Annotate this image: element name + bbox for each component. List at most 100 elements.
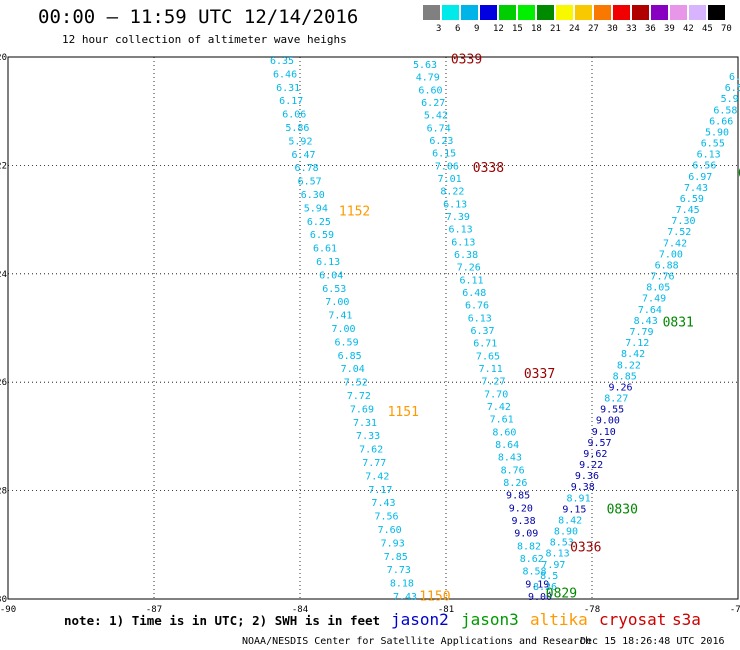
swh-value: 6.13 xyxy=(697,150,721,161)
swh-value: 5.9 xyxy=(721,94,739,105)
colorbar-label: 6 xyxy=(455,24,461,34)
swh-value: 6.53 xyxy=(322,284,346,295)
swh-value: 6.13 xyxy=(443,199,467,210)
swh-value: 6.17 xyxy=(279,96,303,107)
swh-value: 9.00 xyxy=(528,592,552,603)
colorbar-swatch xyxy=(461,5,478,20)
swh-value: 6.59 xyxy=(335,337,359,348)
swh-value: 7.33 xyxy=(356,431,380,442)
swh-value: 6.60 xyxy=(418,85,442,96)
colorbar-label: 39 xyxy=(664,24,675,34)
map-title: 00:00 – 11:59 UTC 12/14/2016 xyxy=(38,6,359,28)
swh-value: 9.22 xyxy=(579,460,603,471)
swh-value: 7.65 xyxy=(476,351,500,362)
swh-value: 6.58 xyxy=(713,105,737,116)
colorbar-swatch xyxy=(689,5,706,20)
colorbar-label: 70 xyxy=(721,24,732,34)
swh-value: 6.13 xyxy=(451,237,475,248)
legend-cryosat: cryosat xyxy=(599,610,667,629)
swh-value: 6.31 xyxy=(276,83,300,94)
swh-value: 8.42 xyxy=(558,515,582,526)
swh-value: 7.00 xyxy=(331,324,355,335)
swh-value: 6.5 xyxy=(725,83,740,94)
swh-value: 8.82 xyxy=(517,541,541,552)
swh-value: 7.01 xyxy=(438,174,462,185)
x-tick-label: -90 xyxy=(0,605,16,615)
colorbar-label: 12 xyxy=(493,24,504,34)
pass-label: 0339 xyxy=(451,53,482,68)
swh-value: 6.61 xyxy=(313,244,337,255)
swh-value: 8.53 xyxy=(550,538,574,549)
swh-value: 6.23 xyxy=(429,136,453,147)
swh-value: 7.62 xyxy=(359,445,383,456)
colorbar-swatch xyxy=(632,5,649,20)
swh-value: 7.77 xyxy=(362,458,386,469)
swh-value: 6.71 xyxy=(473,339,497,350)
swh-value: 6.30 xyxy=(301,190,325,201)
credit-text: NOAA/NESDIS Center for Satellite Applica… xyxy=(242,636,592,647)
colorbar-swatch xyxy=(537,5,554,20)
swh-value: 7.70 xyxy=(484,389,508,400)
swh-value: 6.38 xyxy=(454,250,478,261)
swh-value: 6.15 xyxy=(432,149,456,160)
swh-value: 7.97 xyxy=(541,560,565,571)
swh-value: 7.85 xyxy=(384,552,408,563)
swh-value: 7.45 xyxy=(676,205,700,216)
colorbar-label: 15 xyxy=(512,24,523,34)
swh-value: 7.31 xyxy=(353,418,377,429)
swh-value: 9.26 xyxy=(608,382,632,393)
colorbar-label: 42 xyxy=(683,24,694,34)
x-tick-label: -78 xyxy=(584,605,600,615)
swh-value: 8.85 xyxy=(613,371,637,382)
x-tick-label: -81 xyxy=(438,605,454,615)
swh-value: 7.11 xyxy=(479,364,503,375)
swh-value: 8.64 xyxy=(495,440,519,451)
swh-value: 8.27 xyxy=(604,394,628,405)
swh-value: 9.55 xyxy=(600,405,624,416)
swh-value: 7.43 xyxy=(393,592,417,603)
swh-value: 7.64 xyxy=(638,305,662,316)
swh-value: 9.09 xyxy=(514,529,538,540)
colorbar-swatch xyxy=(670,5,687,20)
pass-label: 0336 xyxy=(570,541,601,556)
colorbar-label: 36 xyxy=(645,24,656,34)
swh-value: 6.11 xyxy=(460,275,484,286)
swh-value: 9.38 xyxy=(571,482,595,493)
credit-date: Dec 15 18:26:48 UTC 2016 xyxy=(580,636,725,647)
swh-value: 9.57 xyxy=(587,438,611,449)
swh-value: 7.61 xyxy=(490,415,514,426)
swh-value: 6.88 xyxy=(655,260,679,271)
swh-value: 6.78 xyxy=(295,163,319,174)
swh-value: 7.52 xyxy=(344,378,368,389)
swh-value: 6.13 xyxy=(449,225,473,236)
swh-value: 8.43 xyxy=(498,453,522,464)
swh-value: 8.91 xyxy=(567,493,591,504)
y-tick-label: -24 xyxy=(0,270,7,280)
colorbar-swatch xyxy=(423,5,440,20)
x-tick-label: -84 xyxy=(292,605,308,615)
swh-value: 6.37 xyxy=(470,326,494,337)
x-tick-label: -87 xyxy=(146,605,162,615)
pass-label: 0830 xyxy=(607,503,638,518)
swh-value: 7.06 xyxy=(435,161,459,172)
swh-value: 7.41 xyxy=(328,311,352,322)
map-subtitle: 12 hour collection of altimeter wave hei… xyxy=(62,33,347,46)
colorbar-swatch xyxy=(575,5,592,20)
swh-value: 7.72 xyxy=(347,391,371,402)
swh-value: 7.43 xyxy=(371,498,395,509)
colorbar-label: 21 xyxy=(550,24,561,34)
legend-s3a: s3a xyxy=(672,610,701,629)
swh-value: 7.79 xyxy=(629,327,653,338)
swh-value: 6.85 xyxy=(338,351,362,362)
swh-value: 6.35 xyxy=(270,56,294,67)
pass-label: 0829 xyxy=(546,587,577,602)
colorbar-label: 24 xyxy=(569,24,580,34)
swh-value: 7.39 xyxy=(446,212,470,223)
swh-value: 6.06 xyxy=(282,110,306,121)
colorbar-swatch xyxy=(708,5,725,20)
map-frame xyxy=(7,56,739,600)
swh-value: 6.1 xyxy=(729,72,740,83)
swh-value: 5.94 xyxy=(304,203,328,214)
pass-label: 1151 xyxy=(388,405,419,420)
y-tick-label: -22 xyxy=(0,161,7,171)
